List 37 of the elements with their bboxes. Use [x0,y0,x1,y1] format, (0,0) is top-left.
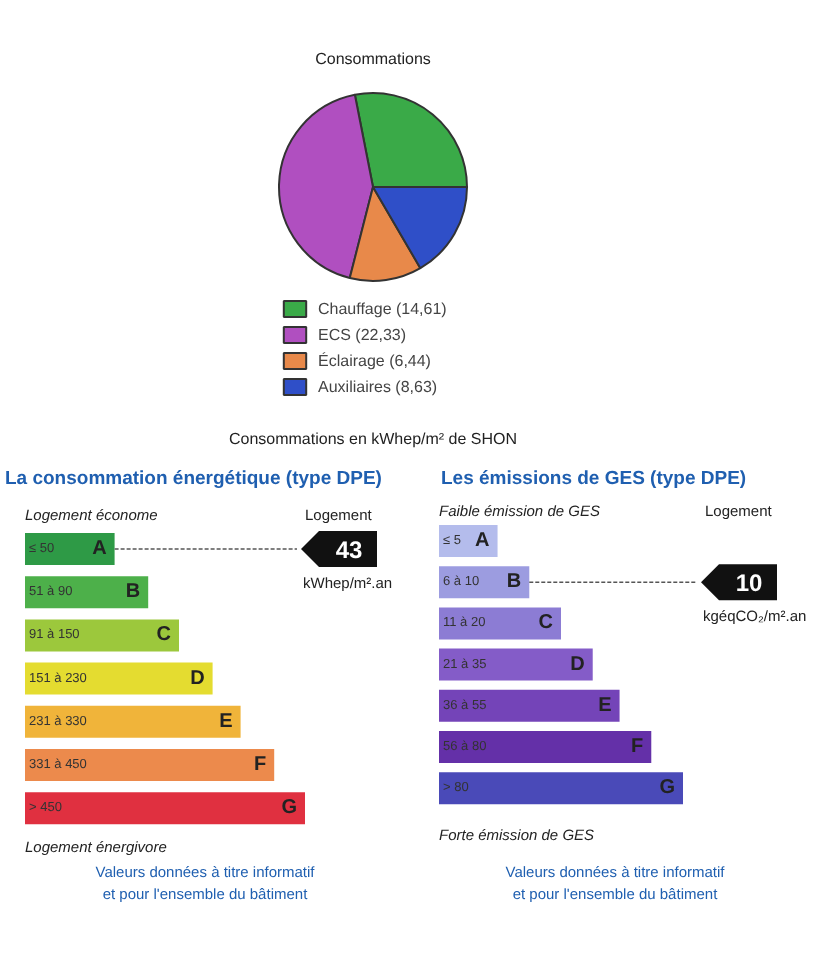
bar [439,772,683,805]
bar [25,662,213,695]
legend-label: ECS (22,33) [318,324,407,344]
annotation: D [570,653,585,676]
legend-label: Chauffage (14,61) [318,298,447,318]
annotation: D [190,667,205,690]
bar [25,705,241,738]
annotation: G [659,777,676,800]
bar [25,792,305,825]
text: 43 [335,536,363,564]
annotation: C [156,624,172,647]
bar [25,749,275,781]
chart-title: La consommation énergétique (type DPE) [5,468,382,490]
annotation: A [92,538,107,560]
bar [25,576,149,609]
bar [439,731,652,763]
text: Consommations en kWhep/m² de SHON [228,430,518,448]
bar [439,689,620,722]
bar [439,607,561,640]
annotation: E [598,694,613,717]
annotation: A [475,530,490,552]
bar [439,525,498,557]
annotation: G [281,797,298,820]
bar [439,648,593,681]
bar [25,533,115,565]
annotation: B [506,571,522,594]
bar [25,619,179,652]
annotation: C [538,612,554,635]
legend-label: Auxiliaires (8,63) [318,376,438,396]
chart-title: Les émissions de GES (type DPE) [441,468,747,490]
annotation: B [125,581,141,604]
text: 10 [735,569,763,598]
annotation: F [631,736,644,758]
legend-label: Éclairage (6,44) [318,350,431,370]
annotation: F [253,754,267,776]
chart-title: Consommations [315,50,431,68]
annotation: E [219,710,234,733]
